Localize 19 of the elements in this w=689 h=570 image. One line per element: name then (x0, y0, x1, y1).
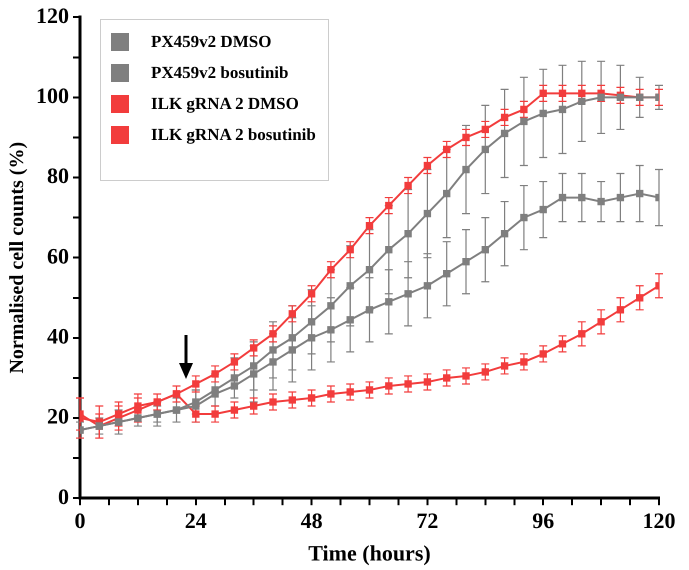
x-tick-label: 96 (532, 508, 554, 534)
x-tick-label: 0 (74, 508, 86, 534)
legend-label: ILK gRNA 2 bosutinib (151, 124, 316, 145)
x-tick-label: 72 (416, 508, 438, 534)
y-tick-label: 20 (47, 404, 69, 429)
y-tick-label: 80 (47, 163, 69, 188)
x-tick-label: 48 (300, 508, 323, 534)
x-tick-label: 120 (642, 508, 676, 534)
legend-label: PX459v2 DMSO (151, 32, 272, 52)
y-tick-label: 40 (47, 324, 69, 349)
legend-label: PX459v2 bosutinib (151, 62, 288, 83)
y-tick-label: 100 (36, 83, 69, 108)
x-tick-label: 24 (184, 508, 207, 534)
y-tick-label: 120 (36, 2, 69, 28)
x-axis-title: Time (hours) (308, 540, 431, 566)
y-tick-label: 0 (58, 484, 69, 509)
y-axis-title: Normalised cell counts (%) (6, 142, 28, 374)
legend-label: ILK gRNA 2 DMSO (151, 94, 299, 114)
y-tick-label: 60 (47, 243, 69, 268)
